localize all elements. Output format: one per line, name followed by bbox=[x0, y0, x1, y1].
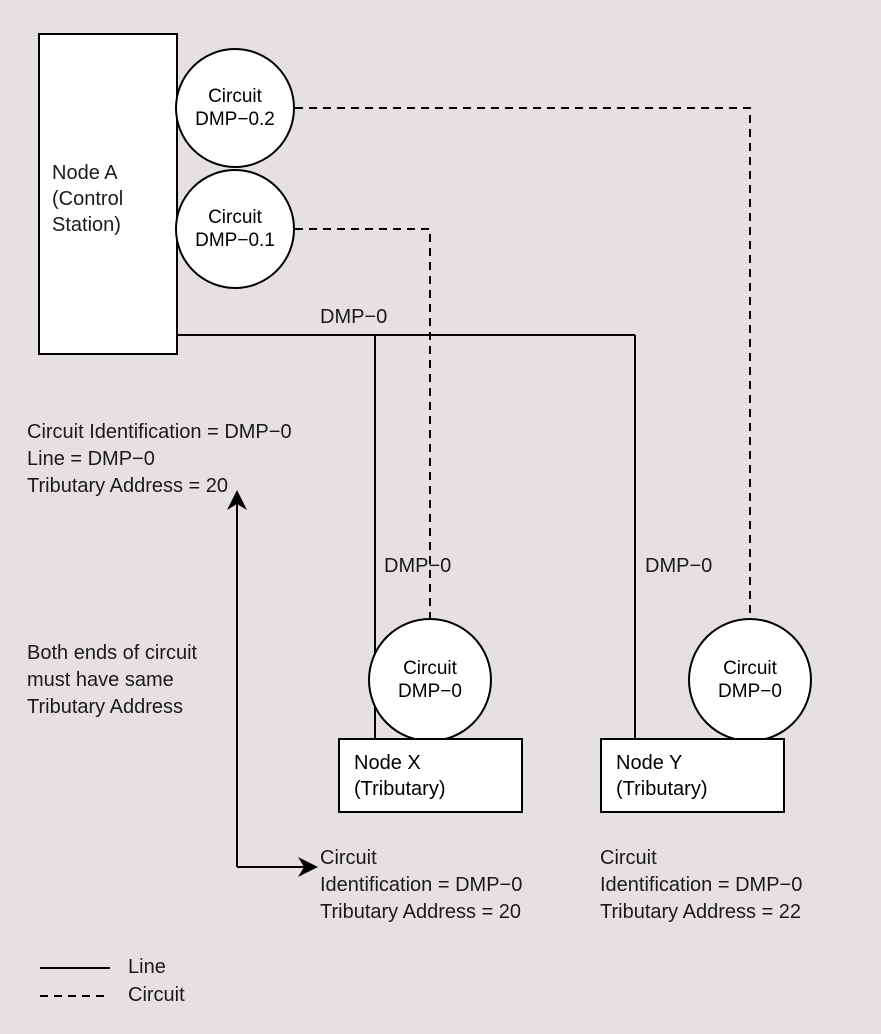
legend-line-label: Line bbox=[128, 956, 166, 979]
info-y-l3: Tributary Address = 22 bbox=[600, 899, 802, 926]
circuit-node-x-line1: Circuit bbox=[403, 657, 457, 680]
node-x-line2: (Tributary) bbox=[354, 776, 521, 802]
info-note-l1: Both ends of circuit bbox=[27, 640, 197, 667]
info-note-l3: Tributary Address bbox=[27, 694, 197, 721]
info-block-y: Circuit Identification = DMP−0 Tributary… bbox=[600, 845, 802, 926]
info-x-l2: Identification = DMP−0 bbox=[320, 872, 522, 899]
dmp0-main-label: DMP−0 bbox=[320, 306, 387, 329]
circuit-dmp-02: Circuit DMP−0.2 bbox=[175, 48, 295, 168]
info-block-note: Both ends of circuit must have same Trib… bbox=[27, 640, 197, 721]
circuit-node-y: Circuit DMP−0 bbox=[688, 618, 812, 742]
legend-circuit-label: Circuit bbox=[128, 984, 185, 1007]
info-x-l3: Tributary Address = 20 bbox=[320, 899, 522, 926]
info-block-x: Circuit Identification = DMP−0 Tributary… bbox=[320, 845, 522, 926]
circuit-node-y-line1: Circuit bbox=[723, 657, 777, 680]
dashed-circuit-02 bbox=[295, 108, 750, 618]
node-a-label-line3: Station) bbox=[52, 214, 121, 236]
node-a-label-line1: Node A bbox=[52, 162, 118, 184]
node-x-line1: Node X bbox=[354, 750, 521, 776]
info-block-a: Circuit Identification = DMP−0 Line = DM… bbox=[27, 419, 292, 500]
node-a-label: Node A (Control Station) bbox=[52, 160, 123, 238]
info-note-l2: must have same bbox=[27, 667, 197, 694]
node-a-box: Node A (Control Station) bbox=[38, 33, 178, 355]
node-y-box: Node Y (Tributary) bbox=[600, 738, 785, 813]
circuit-dmp-01-line2: DMP−0.1 bbox=[195, 229, 275, 252]
circuit-dmp-01-line1: Circuit bbox=[208, 206, 262, 229]
info-a-l2: Line = DMP−0 bbox=[27, 446, 292, 473]
node-y-line2: (Tributary) bbox=[616, 776, 783, 802]
drop-label-y: DMP−0 bbox=[645, 555, 712, 578]
circuit-node-x: Circuit DMP−0 bbox=[368, 618, 492, 742]
circuit-dmp-01: Circuit DMP−0.1 bbox=[175, 169, 295, 289]
node-y-line1: Node Y bbox=[616, 750, 783, 776]
node-x-box: Node X (Tributary) bbox=[338, 738, 523, 813]
circuit-dmp-02-line1: Circuit bbox=[208, 85, 262, 108]
circuit-node-y-line2: DMP−0 bbox=[718, 680, 782, 703]
info-y-l1: Circuit bbox=[600, 845, 802, 872]
info-a-l3: Tributary Address = 20 bbox=[27, 473, 292, 500]
circuit-node-x-line2: DMP−0 bbox=[398, 680, 462, 703]
info-a-l1: Circuit Identification = DMP−0 bbox=[27, 419, 292, 446]
info-y-l2: Identification = DMP−0 bbox=[600, 872, 802, 899]
drop-label-x: DMP−0 bbox=[384, 555, 451, 578]
info-x-l1: Circuit bbox=[320, 845, 522, 872]
node-a-label-line2: (Control bbox=[52, 188, 123, 210]
circuit-dmp-02-line2: DMP−0.2 bbox=[195, 108, 275, 131]
